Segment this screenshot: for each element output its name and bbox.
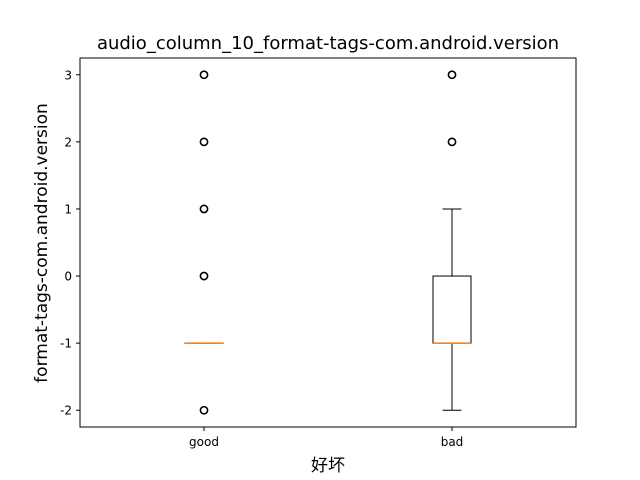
x-axis-label: 好坏 (311, 456, 345, 476)
y-tick-label: 2 (64, 135, 72, 149)
outlier-point (447, 137, 457, 147)
outlier-point (199, 70, 209, 80)
x-tick-label: bad (441, 435, 464, 449)
y-axis-label: format-tags-com.android.version (32, 103, 52, 383)
y-tick-label: 0 (64, 270, 72, 284)
x-tick-label: good (189, 435, 219, 449)
outlier-point (199, 137, 209, 147)
plot-area: -2 -1 0 1 2 3 good bad (60, 68, 472, 449)
outlier-point (199, 204, 209, 214)
chart-title: audio_column_10_format-tags-com.android.… (97, 33, 559, 54)
plot-frame (79, 57, 577, 428)
y-tick-label: 3 (64, 68, 72, 82)
outlier-point (199, 405, 209, 415)
outlier-point (447, 70, 457, 80)
y-tick-label: -2 (60, 404, 72, 418)
y-tick-label: -1 (60, 337, 72, 351)
box-iqr (432, 275, 472, 344)
y-tick-label: 1 (64, 202, 72, 216)
outlier-point (199, 271, 209, 281)
